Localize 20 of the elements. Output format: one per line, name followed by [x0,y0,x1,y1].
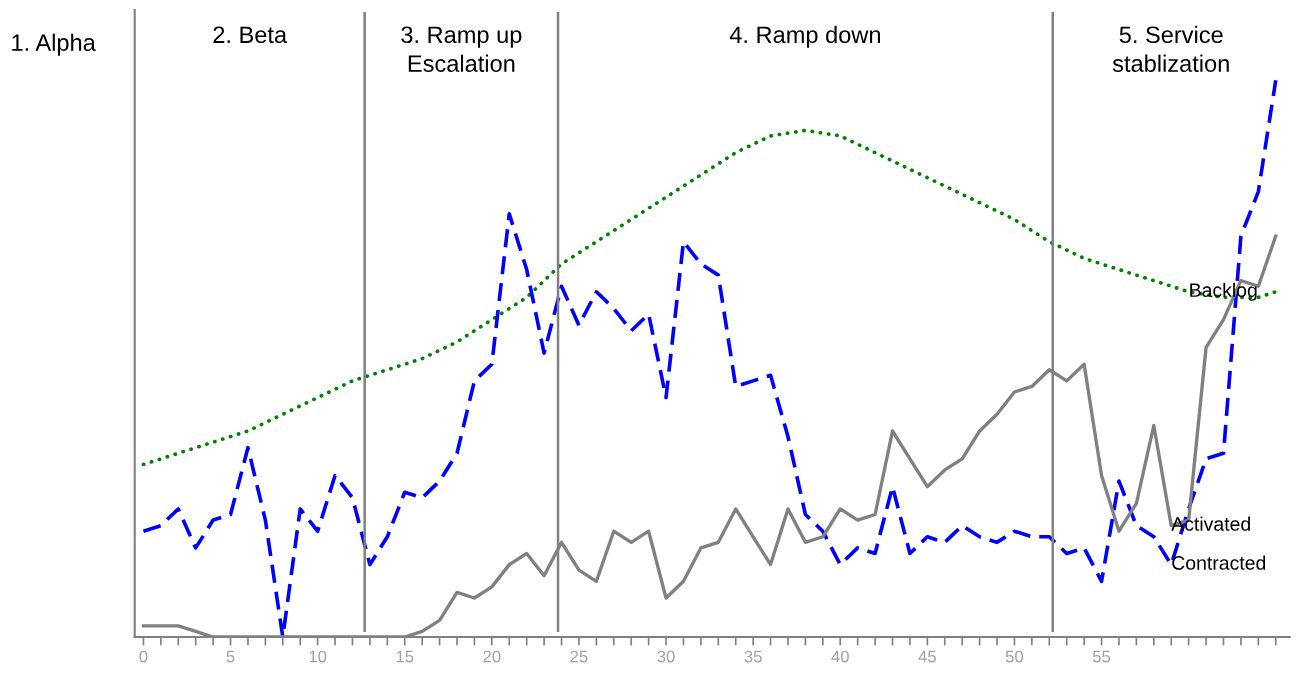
x-tick-label: 40 [831,650,849,663]
text: 2. Beta [213,26,288,44]
x-tick-label: 30 [657,650,675,663]
x-tick-label: 50 [1005,650,1024,663]
x-tick-label: 0 [139,650,148,663]
x-tick-label: 55 [1092,650,1111,663]
series-label: Activated [1171,516,1250,531]
x-tick-label: 45 [918,650,936,663]
text: 1. Alpha [12,33,96,56]
text: 3. Ramp up Escalation [401,26,522,72]
x-tick-label: 25 [570,650,588,663]
x-tick-label: 35 [744,650,762,663]
x-tick-label: 5 [226,650,235,663]
text: 4. Ramp down [729,25,880,48]
x-tick-label: 20 [483,650,501,663]
text: 5. Service stablization [1112,25,1229,72]
x-tick-label: 15 [396,650,414,663]
series-label: Contracted [1172,555,1266,570]
series-label: Backlog [1190,282,1257,301]
x-tick-label: 10 [309,650,327,663]
